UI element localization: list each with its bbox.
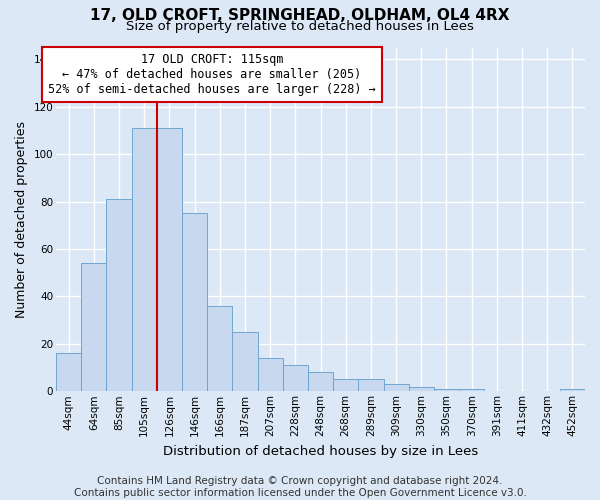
Bar — [106, 199, 131, 392]
Bar — [560, 389, 585, 392]
Bar — [308, 372, 333, 392]
Bar — [283, 365, 308, 392]
Bar — [207, 306, 232, 392]
Bar — [182, 214, 207, 392]
Bar — [459, 389, 484, 392]
Bar — [333, 380, 358, 392]
Text: 17 OLD CROFT: 115sqm
← 47% of detached houses are smaller (205)
52% of semi-deta: 17 OLD CROFT: 115sqm ← 47% of detached h… — [48, 52, 376, 96]
Bar — [81, 263, 106, 392]
Y-axis label: Number of detached properties: Number of detached properties — [15, 121, 28, 318]
Bar — [358, 380, 383, 392]
Bar — [232, 332, 257, 392]
Bar — [131, 128, 157, 392]
Bar — [157, 128, 182, 392]
Bar — [257, 358, 283, 392]
Bar — [409, 386, 434, 392]
Bar — [56, 354, 81, 392]
Text: Contains HM Land Registry data © Crown copyright and database right 2024.
Contai: Contains HM Land Registry data © Crown c… — [74, 476, 526, 498]
Bar — [383, 384, 409, 392]
X-axis label: Distribution of detached houses by size in Lees: Distribution of detached houses by size … — [163, 444, 478, 458]
Bar — [434, 389, 459, 392]
Text: Size of property relative to detached houses in Lees: Size of property relative to detached ho… — [126, 20, 474, 33]
Text: 17, OLD CROFT, SPRINGHEAD, OLDHAM, OL4 4RX: 17, OLD CROFT, SPRINGHEAD, OLDHAM, OL4 4… — [90, 8, 510, 22]
